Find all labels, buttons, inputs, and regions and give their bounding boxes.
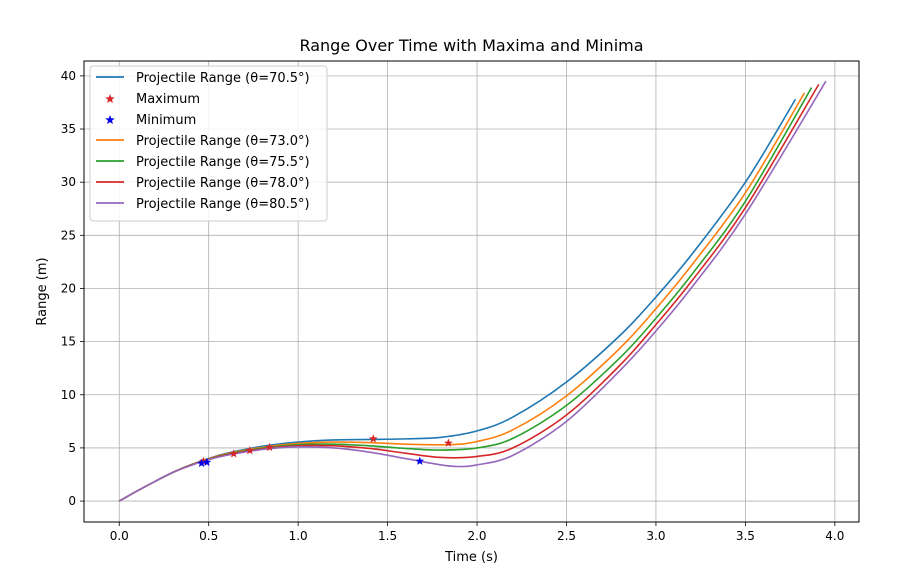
x-axis-label: Time (s) [444, 550, 498, 565]
maximum-marker [245, 445, 255, 455]
x-tick-label: 4.0 [825, 529, 844, 543]
series-layer [118, 80, 827, 502]
legend-star-swatch [105, 94, 115, 104]
x-tick-label: 1.5 [378, 529, 397, 543]
y-tick-label: 35 [61, 122, 76, 136]
plot-frame [83, 60, 860, 523]
legend-label: Projectile Range (θ=73.0°) [136, 134, 310, 149]
x-tick-label: 3.0 [646, 529, 665, 543]
y-tick-label: 10 [61, 388, 76, 402]
legend-label: Projectile Range (θ=75.5°) [136, 155, 310, 170]
legend-box [89, 65, 328, 222]
y-tick-label: 15 [61, 335, 76, 349]
legend-label: Minimum [136, 113, 196, 128]
maximum-marker [265, 442, 274, 452]
x-tick-label: 2.5 [557, 529, 576, 543]
legend: Projectile Range (θ=70.5°) Maximum Minimum… [89, 65, 328, 222]
minimum-marker [197, 458, 206, 468]
x-tick-label: 0.0 [110, 529, 129, 543]
x-tick-label: 3.5 [736, 529, 755, 543]
y-tick-label: 40 [61, 69, 76, 83]
y-axis-ticks: 0 5 10 15 20 25 30 35 40 [61, 69, 84, 508]
maximum-marker [444, 438, 453, 447]
minimum-marker [415, 456, 425, 465]
minimum-marker [202, 457, 212, 466]
series-line-4 [118, 80, 827, 502]
x-axis-ticks: 0.0 0.5 1.0 1.5 2.0 2.5 3.0 3.5 4.0 [110, 522, 844, 543]
legend-label: Projectile Range (θ=70.5°) [136, 71, 310, 86]
maximum-marker [229, 449, 239, 458]
legend-label: Projectile Range (θ=80.5°) [136, 197, 310, 212]
y-tick-label: 0 [68, 494, 76, 508]
legend-star-swatch [105, 115, 115, 125]
maximum-marker [198, 456, 208, 465]
y-tick-label: 25 [61, 228, 76, 242]
legend-label: Maximum [136, 92, 200, 107]
x-tick-label: 0.5 [199, 529, 218, 543]
y-tick-label: 30 [61, 175, 76, 189]
y-tick-label: 20 [61, 281, 76, 295]
y-axis-label: Range (m) [35, 257, 50, 325]
x-tick-label: 2.0 [467, 529, 486, 543]
y-tick-label: 5 [68, 441, 76, 455]
markers-layer [197, 434, 453, 468]
legend-label: Projectile Range (θ=78.0°) [136, 176, 310, 191]
maximum-marker [368, 434, 378, 443]
chart-title: Range Over Time with Maxima and Minima [299, 36, 643, 55]
x-tick-label: 1.0 [289, 529, 308, 543]
